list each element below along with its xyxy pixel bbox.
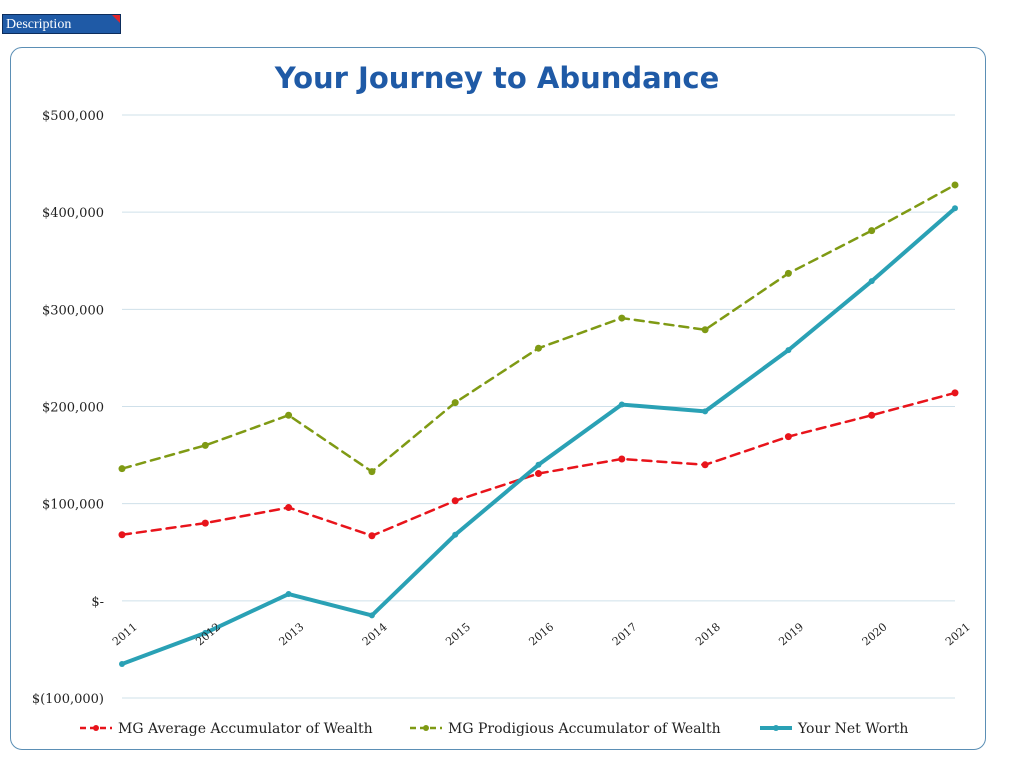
- x-tick-label: 2015: [443, 620, 473, 648]
- series-line: [120, 183, 957, 473]
- x-tick-label: 2013: [277, 620, 307, 648]
- chart-frame: [10, 47, 986, 750]
- data-point: [618, 314, 626, 322]
- data-point: [701, 326, 709, 334]
- x-tick-label: 2014: [360, 620, 390, 648]
- data-point: [535, 461, 542, 468]
- x-tick-label: 2016: [526, 620, 556, 648]
- y-axis-ticks: $500,000 $400,000 $300,000 $200,000 $100,000…: [32, 109, 104, 707]
- data-point: [285, 411, 293, 419]
- legend-label: MG Prodigious Accumulator of Wealth: [448, 721, 721, 737]
- data-point: [201, 519, 209, 527]
- description-tab-label: Description: [6, 17, 72, 32]
- x-tick-label: 2011: [110, 620, 140, 648]
- chart-title: Your Journey to Abundance: [274, 61, 720, 95]
- y-tick-label: $(100,000): [32, 692, 104, 707]
- legend-label: MG Average Accumulator of Wealth: [118, 721, 373, 737]
- data-point: [202, 629, 209, 636]
- legend-marker: [93, 725, 99, 731]
- legend: MG Average Accumulator of Wealth MG Prodi…: [80, 721, 908, 737]
- data-point: [368, 612, 375, 619]
- y-tick-label: $500,000: [42, 109, 104, 124]
- data-point: [118, 531, 126, 539]
- data-point: [201, 441, 209, 449]
- series-line: [120, 206, 957, 666]
- series-lines: [118, 181, 959, 667]
- x-tick-label: 2019: [776, 620, 806, 648]
- comment-indicator-icon: [112, 15, 120, 23]
- data-point: [784, 433, 792, 441]
- x-tick-label: 2017: [610, 620, 640, 648]
- data-point: [951, 389, 959, 397]
- data-point: [451, 399, 459, 407]
- y-tick-label: $100,000: [42, 498, 104, 513]
- data-point: [119, 660, 125, 667]
- data-point: [868, 411, 876, 419]
- data-point: [535, 470, 542, 478]
- data-point: [368, 468, 376, 476]
- data-point: [285, 591, 292, 598]
- data-point: [452, 531, 459, 538]
- x-tick-label: 2020: [860, 620, 890, 648]
- data-point: [868, 278, 875, 285]
- y-tick-label: $200,000: [42, 401, 104, 416]
- x-axis-ticks: 2011 2012 2013 2014 2015 2016 2017 2018 2019 2020…: [110, 620, 973, 648]
- data-point: [285, 504, 293, 512]
- legend-marker: [773, 725, 779, 731]
- data-point: [952, 205, 958, 212]
- data-point: [702, 408, 709, 415]
- legend-marker: [423, 725, 429, 731]
- y-tick-label: $-: [91, 595, 104, 610]
- data-point: [701, 461, 709, 469]
- legend-label: Your Net Worth: [797, 721, 908, 737]
- data-point: [451, 497, 459, 505]
- data-point: [535, 344, 542, 352]
- description-tab[interactable]: Description: [2, 14, 121, 34]
- data-point: [784, 269, 792, 277]
- y-tick-label: $400,000: [42, 206, 104, 221]
- data-point: [951, 181, 959, 189]
- data-point: [368, 532, 376, 540]
- data-point: [118, 465, 126, 473]
- y-tick-label: $300,000: [42, 303, 104, 318]
- x-tick-label: 2021: [943, 620, 973, 648]
- data-point: [618, 401, 625, 408]
- x-tick-label: 2018: [693, 620, 723, 648]
- data-point: [618, 455, 626, 463]
- gridlines: [122, 114, 955, 699]
- data-point: [785, 347, 792, 354]
- data-point: [868, 227, 876, 235]
